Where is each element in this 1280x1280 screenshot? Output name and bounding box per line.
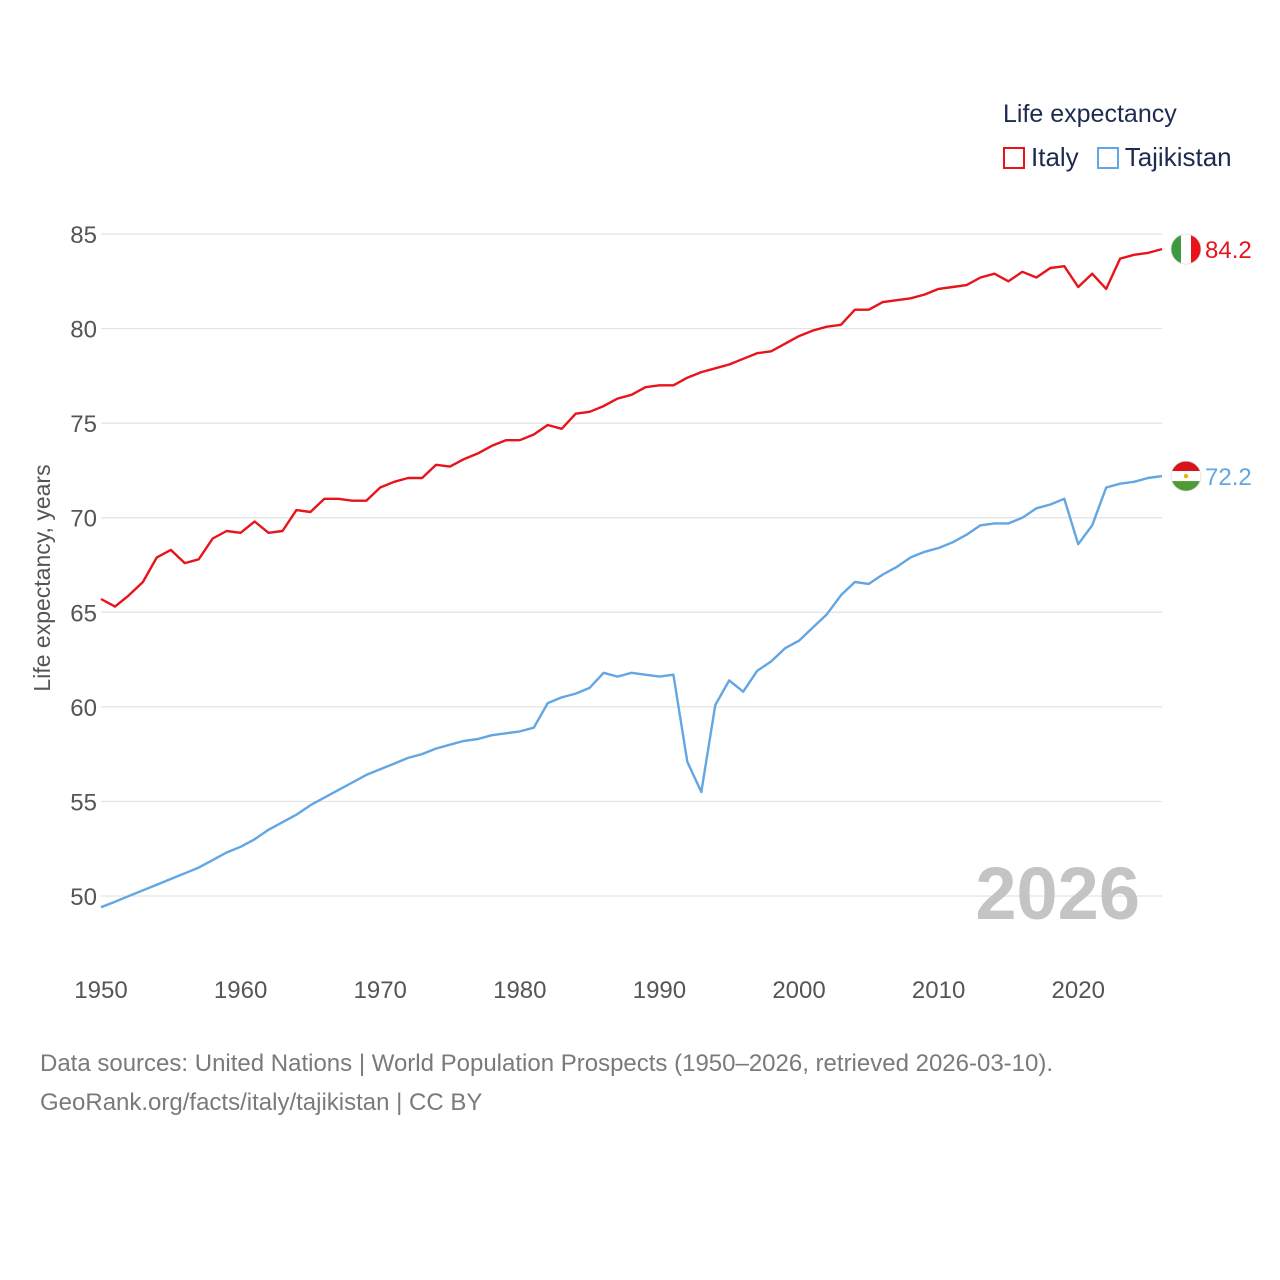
x-tick-label-2010: 2010: [912, 977, 965, 1004]
year-watermark: 2026: [975, 852, 1140, 935]
y-tick-label-85: 85: [70, 222, 97, 249]
end-label-italy: 84.2: [1205, 237, 1252, 264]
x-tick-label-2020: 2020: [1052, 977, 1105, 1004]
x-tick-label-1950: 1950: [74, 977, 127, 1004]
source-line-2[interactable]: GeoRank.org/facts/italy/tajikistan | CC …: [40, 1089, 483, 1116]
x-tick-label-1980: 1980: [493, 977, 546, 1004]
series-line-italy[interactable]: [100, 247, 1163, 608]
y-tick-label-80: 80: [70, 317, 97, 344]
x-tick-label-1970: 1970: [354, 977, 407, 1004]
source-line-1: Data sources: United Nations | World Pop…: [40, 1050, 1054, 1077]
y-axis-label: Life expectancy, years: [29, 464, 55, 691]
legend-label-italy: Italy: [1031, 142, 1079, 172]
legend-swatch-italy: [1003, 146, 1025, 169]
life-expectancy-chart: 50 55 60 65 70 75 80 85 1950 1960 1970 1980 1990 200…: [29, 222, 1252, 1004]
data-source-note: Data sources: United Nations | World Pop…: [40, 1044, 1053, 1122]
legend-title: Life expectancy: [1003, 100, 1177, 128]
y-tick-label-55: 55: [70, 789, 97, 816]
flag-tajikistan-icon: [1170, 460, 1202, 492]
legend-swatch-tajikistan: [1096, 146, 1119, 169]
legend: Italy Tajikistan: [1003, 142, 1250, 173]
end-label-tajikistan: 72.2: [1205, 464, 1252, 491]
y-tick-label-50: 50: [70, 884, 97, 911]
y-tick-label-65: 65: [70, 600, 97, 627]
x-tick-label-1990: 1990: [633, 977, 686, 1004]
x-tick-label-1960: 1960: [214, 977, 267, 1004]
y-tick-label-70: 70: [70, 506, 97, 533]
legend-label-tajikistan: Tajikistan: [1124, 142, 1232, 172]
x-tick-label-2000: 2000: [772, 977, 825, 1004]
legend-item-italy[interactable]: Italy: [1003, 142, 1079, 173]
series-line-tajikistan[interactable]: [100, 474, 1163, 909]
legend-item-tajikistan[interactable]: Tajikistan: [1096, 142, 1232, 173]
flag-italy-icon: [1170, 233, 1202, 265]
y-tick-label-75: 75: [70, 411, 97, 438]
y-tick-label-60: 60: [70, 695, 97, 722]
